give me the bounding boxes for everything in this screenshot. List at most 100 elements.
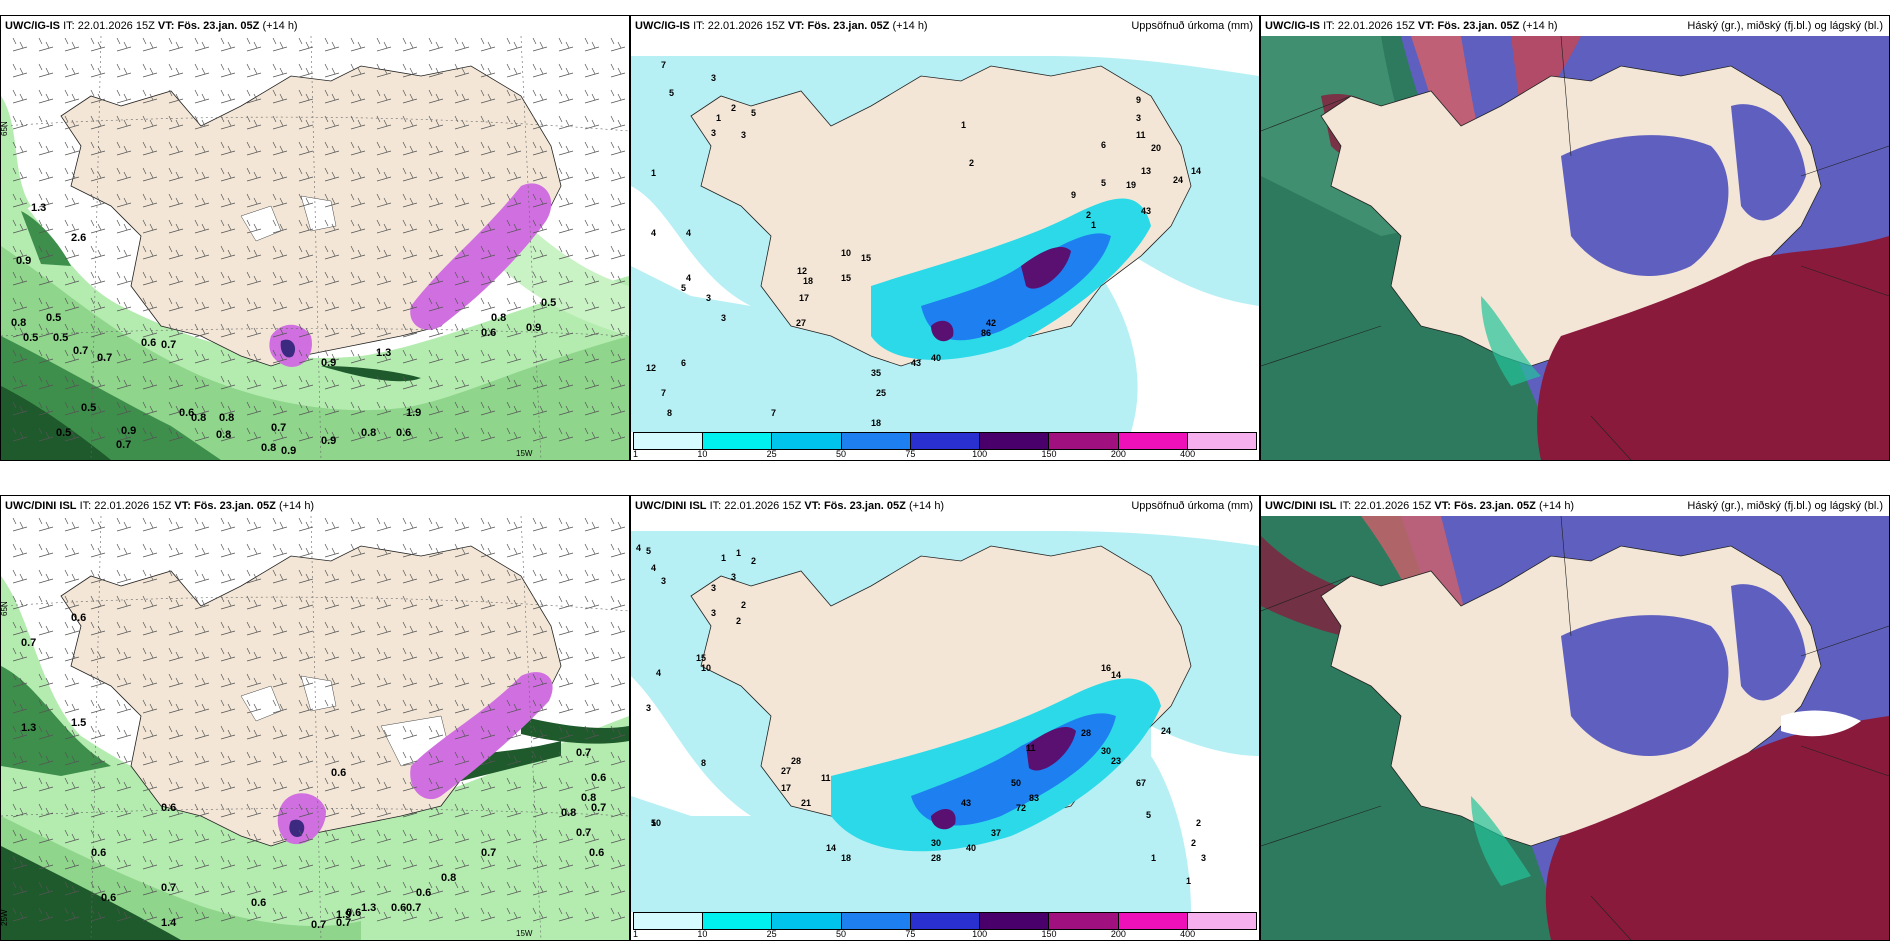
wind-barb: [194, 375, 210, 390]
wind-barb: [376, 673, 392, 688]
wind-barb: [64, 907, 80, 922]
map-value-label: 6: [1101, 140, 1106, 150]
wind-barb: [246, 141, 262, 156]
lead-time: (+14 h): [908, 500, 945, 512]
wind-barb: [90, 375, 106, 390]
wind-barb: [38, 89, 54, 104]
wind-barb: [220, 401, 236, 416]
wind-barb: [12, 621, 28, 636]
wind-barb: [38, 323, 54, 338]
map-value-label: 30: [1101, 746, 1111, 756]
wind-barb: [64, 271, 80, 286]
wind-barb: [142, 297, 158, 312]
wind-barb: [90, 141, 106, 156]
wind-barb: [506, 63, 522, 78]
wind-barb: [168, 673, 184, 688]
wind-barb: [298, 401, 314, 416]
map-value-label: 2: [1086, 210, 1091, 220]
wind-barb: [454, 907, 470, 922]
wind-barb: [610, 323, 626, 338]
wind-barb: [610, 401, 626, 416]
wind-barb: [376, 621, 392, 636]
wind-barb: [428, 803, 444, 818]
wind-barb: [376, 543, 392, 558]
wind-barb: [428, 427, 444, 442]
wind-barb: [116, 621, 132, 636]
wind-barb: [428, 647, 444, 662]
wind-barb: [298, 855, 314, 870]
wind-barb: [272, 427, 288, 442]
wind-barb: [220, 725, 236, 740]
it-time: 22.01.2026 15Z: [1354, 500, 1432, 512]
wind-barb: [376, 829, 392, 844]
legend-swatch: [703, 913, 773, 929]
map-value-label: 0.5: [81, 402, 96, 414]
map-value-label: 37: [991, 828, 1001, 838]
wind-barb: [38, 803, 54, 818]
wind-barb: [194, 167, 210, 182]
wind-barb: [506, 219, 522, 234]
map-value-label: 2: [736, 616, 741, 626]
wind-barb: [324, 751, 340, 766]
map-value-label: 0.7: [271, 422, 286, 434]
wind-barb: [220, 517, 236, 532]
wind-barb: [90, 219, 106, 234]
wind-barb: [454, 63, 470, 78]
wind-barb: [532, 323, 548, 338]
map-value-label: 83: [1029, 793, 1039, 803]
panel-header: UWC/DINI ISL IT: 22.01.2026 15Z VT: Fös.…: [1261, 496, 1889, 516]
wind-barb: [506, 725, 522, 740]
wind-barb: [272, 725, 288, 740]
map-value-label: 0.7: [406, 902, 421, 914]
wind-barb: [90, 881, 106, 896]
wind-barb: [480, 37, 496, 52]
wind-barb: [168, 323, 184, 338]
wind-barb: [402, 699, 418, 714]
wind-barb: [64, 401, 80, 416]
wind-barb: [428, 725, 444, 740]
wind-barb: [584, 427, 600, 442]
wind-barb: [272, 219, 288, 234]
wind-barb: [142, 751, 158, 766]
wind-barb: [272, 141, 288, 156]
wind-barb: [428, 63, 444, 78]
map-value-label: 15: [696, 653, 706, 663]
wind-barb: [246, 297, 262, 312]
legend-tick-label: 200: [1110, 929, 1126, 939]
map-value-label: 8: [701, 758, 706, 768]
wind-barb: [376, 115, 392, 130]
map-value-label: 0.7: [591, 802, 606, 814]
map-value-label: 0.6: [251, 897, 266, 909]
wind-barb: [350, 141, 366, 156]
wind-barb: [142, 219, 158, 234]
wind-barb: [38, 881, 54, 896]
wind-panel-top: UWC/IG-IS IT: 22.01.2026 15Z VT: Fös. 23…: [0, 15, 630, 461]
map-value-label: 3: [646, 703, 651, 713]
wind-barb: [194, 621, 210, 636]
wind-barb: [376, 245, 392, 260]
wind-barb: [38, 907, 54, 922]
wind-barb: [350, 621, 366, 636]
map-value-label: 20: [1151, 143, 1161, 153]
wind-barb: [38, 699, 54, 714]
wind-barb: [246, 569, 262, 584]
wind-barb: [506, 89, 522, 104]
map-value-label: 10: [841, 248, 851, 258]
wind-barb: [142, 673, 158, 688]
wind-barb: [506, 855, 522, 870]
map-value-label: 23: [1111, 756, 1121, 766]
map-value-label: 1: [716, 113, 721, 123]
wind-barb: [480, 245, 496, 260]
map-value-label: 9: [1136, 95, 1141, 105]
wind-barb: [402, 621, 418, 636]
wind-barb: [220, 427, 236, 442]
lead-time: (+14 h): [278, 500, 315, 512]
wind-barb: [220, 375, 236, 390]
wind-map: 1.3 2.6 0.9 0.8 0.5 0.5 0.5 0.7 0.7 0.6 0.7 0.5 0.5 0…: [1, 36, 629, 460]
wind-barb: [454, 699, 470, 714]
wind-barb: [376, 89, 392, 104]
wind-barb: [324, 63, 340, 78]
wind-barb: [220, 673, 236, 688]
wind-barb: [194, 725, 210, 740]
model-name: UWC/IG-IS: [5, 20, 60, 32]
